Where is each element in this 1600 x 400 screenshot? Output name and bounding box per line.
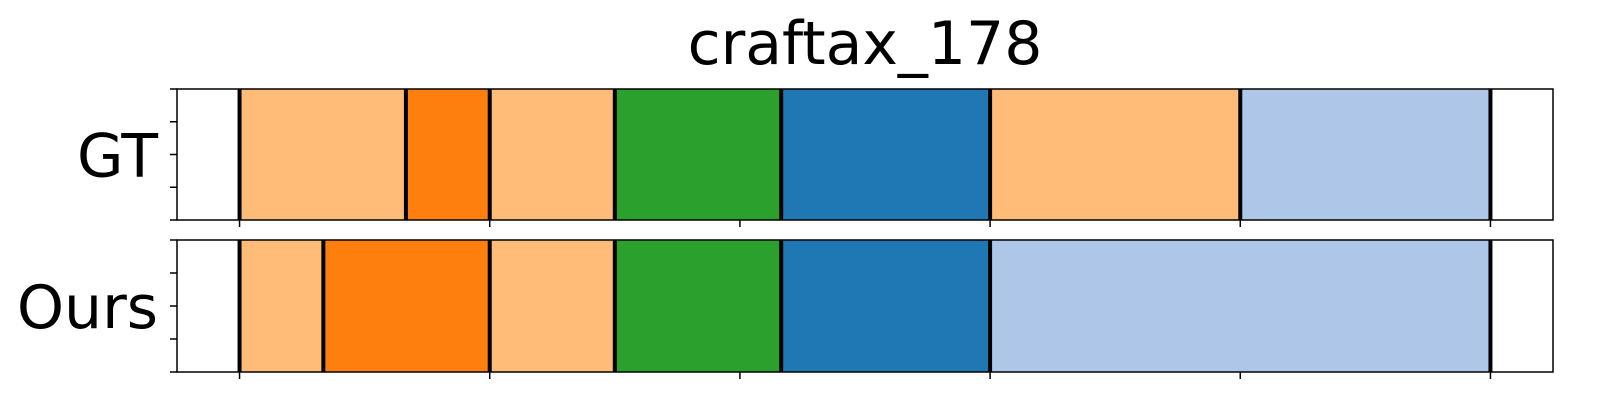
segment-gt-1 [406, 89, 490, 220]
rows-layer: GT Ours [17, 89, 1553, 379]
segment-gt-5 [990, 89, 1240, 220]
row-label-gt: GT [77, 122, 158, 192]
row-label-ours: Ours [17, 273, 158, 343]
row-gt: GT [77, 89, 1553, 227]
segment-gt-6 [1240, 89, 1490, 220]
segment-ours-2 [490, 240, 615, 372]
segment-ours-0 [240, 240, 324, 372]
segment-ours-5 [990, 240, 1490, 372]
segment-gt-0 [240, 89, 406, 220]
segment-ours-1 [323, 240, 489, 372]
chart-title: craftax_178 [688, 9, 1043, 79]
row-ours: Ours [17, 240, 1553, 379]
segment-gt-4 [781, 89, 990, 220]
segment-ours-4 [781, 240, 990, 372]
segment-ours-3 [615, 240, 781, 372]
segment-gt-2 [490, 89, 615, 220]
segment-gt-3 [615, 89, 781, 220]
